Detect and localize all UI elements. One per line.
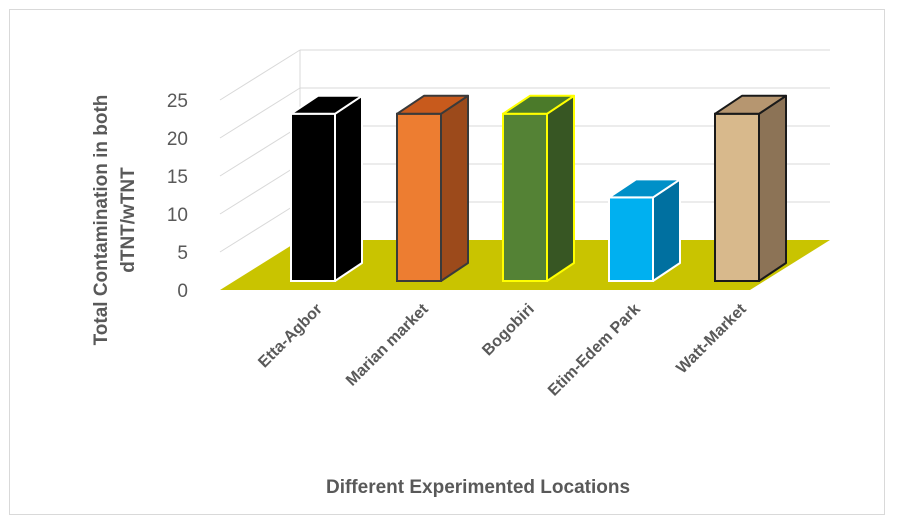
- bar: [290, 112, 336, 282]
- gridline-diagonal: [219, 87, 301, 139]
- bar: [396, 112, 442, 282]
- y-axis-title-line2: dTNT/wTNT: [118, 167, 139, 273]
- bar-top: [290, 94, 363, 115]
- bar-top: [396, 94, 469, 115]
- y-axis-title-line1: Total Contamination in both: [91, 95, 112, 346]
- chart-svg: 0 5 10 15 20 25 Etta-Agbor Marian market Bogobi…: [91, 49, 830, 498]
- gridline-diagonal: [219, 125, 301, 177]
- x-axis-title: Different Experimented Locations: [326, 477, 630, 498]
- y-tick-labels: 0 5 10 15 20 25: [167, 91, 188, 302]
- bar: [714, 112, 760, 282]
- gridline-diagonal: [219, 201, 301, 253]
- x-tick-label: Bogobiri: [479, 301, 538, 360]
- gridline-diagonal: [219, 163, 301, 215]
- bar-side: [440, 94, 469, 282]
- y-tick-label: 5: [177, 243, 188, 264]
- bar-side: [546, 94, 575, 282]
- x-tick-label: Etta-Agbor: [255, 301, 325, 371]
- bar-top: [608, 178, 681, 199]
- x-tick-label: Etim-Edem Park: [545, 301, 644, 400]
- bar: [608, 196, 654, 282]
- bar: [502, 112, 548, 282]
- gridline-diagonal: [219, 49, 301, 101]
- bar-side: [758, 94, 787, 282]
- y-tick-label: 15: [167, 167, 188, 188]
- y-tick-label: 25: [167, 91, 188, 112]
- y-tick-label: 20: [167, 129, 188, 150]
- bar-top: [502, 94, 575, 115]
- chart-area: 0 5 10 15 20 25 Etta-Agbor Marian market Bogobi…: [9, 9, 885, 515]
- bar-top: [714, 94, 787, 115]
- y-tick-label: 10: [167, 205, 188, 226]
- x-tick-labels: Etta-Agbor Marian market Bogobiri Etim-Edem…: [255, 300, 750, 399]
- x-tick-label: Marian market: [343, 300, 432, 389]
- bars: [290, 94, 787, 282]
- bar-side: [334, 94, 363, 282]
- y-tick-label: 0: [177, 281, 188, 302]
- x-tick-label: Watt-Market: [673, 300, 750, 377]
